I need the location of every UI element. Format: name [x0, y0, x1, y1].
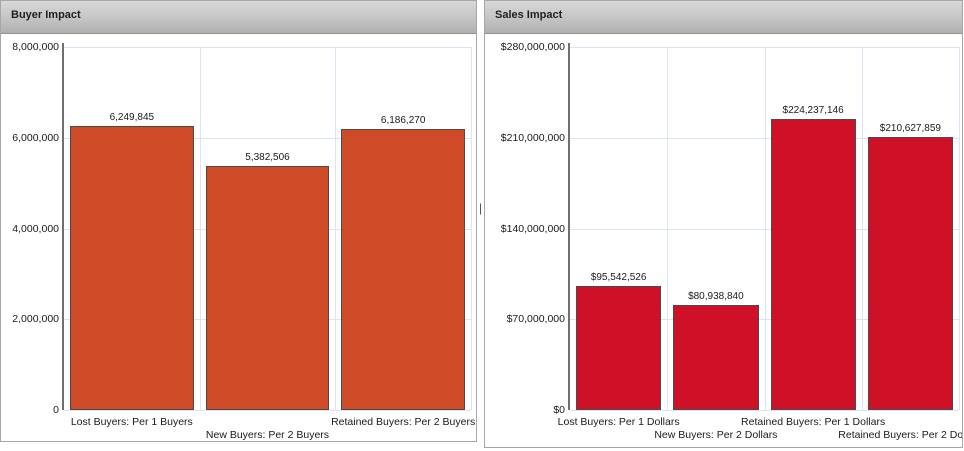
h-gridline — [64, 410, 471, 411]
y-axis-line — [62, 43, 64, 410]
y-axis-tick-label: $0 — [553, 404, 565, 416]
bar-value-label: 6,186,270 — [380, 115, 426, 126]
x-axis-category-label: New Buyers: Per 2 Buyers — [205, 429, 330, 441]
v-gridline — [959, 47, 960, 410]
buyer-impact-panel: 8,000,000 6,000,000 4,000,000 2,000,000 0 6,2… — [0, 0, 477, 442]
x-axis-category-label: Retained Buyers: Per 1 Dollars — [741, 416, 886, 428]
x-axis-category-label: Retained Buyers: Per 2 Buyers — [331, 416, 476, 428]
bar-value-label: $224,237,146 — [782, 105, 844, 116]
buyer-impact-chart: 8,000,000 6,000,000 4,000,000 2,000,000 0 6,2… — [1, 1, 476, 441]
bar-2[interactable] — [770, 119, 856, 410]
bar-value-label: 5,382,506 — [245, 152, 290, 163]
bar-value-label: $210,627,859 — [879, 123, 941, 134]
x-axis-category-label: Retained Buyers: Per 2 Dollars — [838, 429, 963, 441]
bar-1[interactable] — [673, 305, 759, 410]
v-gridline — [861, 47, 863, 410]
y-axis-tick-label: 6,000,000 — [12, 131, 59, 144]
v-gridline — [199, 47, 201, 410]
y-axis-tick-label: $280,000,000 — [500, 41, 565, 53]
panel-splitter-handle[interactable]: | — [478, 201, 483, 215]
h-gridline — [64, 47, 471, 48]
y-axis-tick-label: 0 — [53, 404, 59, 416]
h-gridline — [64, 137, 471, 139]
v-gridline — [471, 47, 472, 410]
v-gridline — [667, 47, 669, 410]
bar-value-label: $95,542,526 — [590, 272, 647, 283]
bar-value-label: $80,938,840 — [688, 291, 744, 302]
x-axis-category-label: New Buyers: Per 2 Dollars — [654, 429, 778, 441]
bar-value-label: 6,249,845 — [109, 112, 155, 123]
v-gridline — [764, 47, 766, 410]
bar-1[interactable] — [205, 166, 330, 410]
x-axis-category-label: Lost Buyers: Per 1 Dollars — [557, 416, 680, 428]
bar-0[interactable] — [576, 286, 662, 410]
bar-3[interactable] — [867, 137, 953, 410]
h-gridline — [570, 410, 959, 411]
sales-impact-panel: $280,000,000 $210,000,000 $140,000,000 $70,… — [484, 0, 963, 448]
y-axis-line — [568, 43, 570, 410]
x-axis-category-label: Lost Buyers: Per 1 Buyers — [70, 416, 193, 428]
bar-2[interactable] — [341, 129, 465, 410]
buyer-impact-header: Buyer Impact — [1, 1, 476, 34]
bar-0[interactable] — [70, 126, 194, 410]
y-axis-tick-label: $140,000,000 — [500, 222, 565, 235]
y-axis-tick-label: 8,000,000 — [12, 41, 59, 53]
y-axis-tick-label: 4,000,000 — [12, 222, 59, 235]
v-gridline — [335, 47, 337, 410]
sales-impact-header: Sales Impact — [485, 1, 962, 34]
y-axis-tick-label: 2,000,000 — [12, 313, 59, 326]
y-axis-tick-label: $210,000,000 — [500, 131, 565, 144]
panel-title: Sales Impact — [495, 9, 563, 21]
panel-title: Buyer Impact — [11, 9, 81, 21]
sales-impact-chart: $280,000,000 $210,000,000 $140,000,000 $70,… — [485, 1, 962, 447]
y-axis-tick-label: $70,000,000 — [506, 313, 565, 326]
